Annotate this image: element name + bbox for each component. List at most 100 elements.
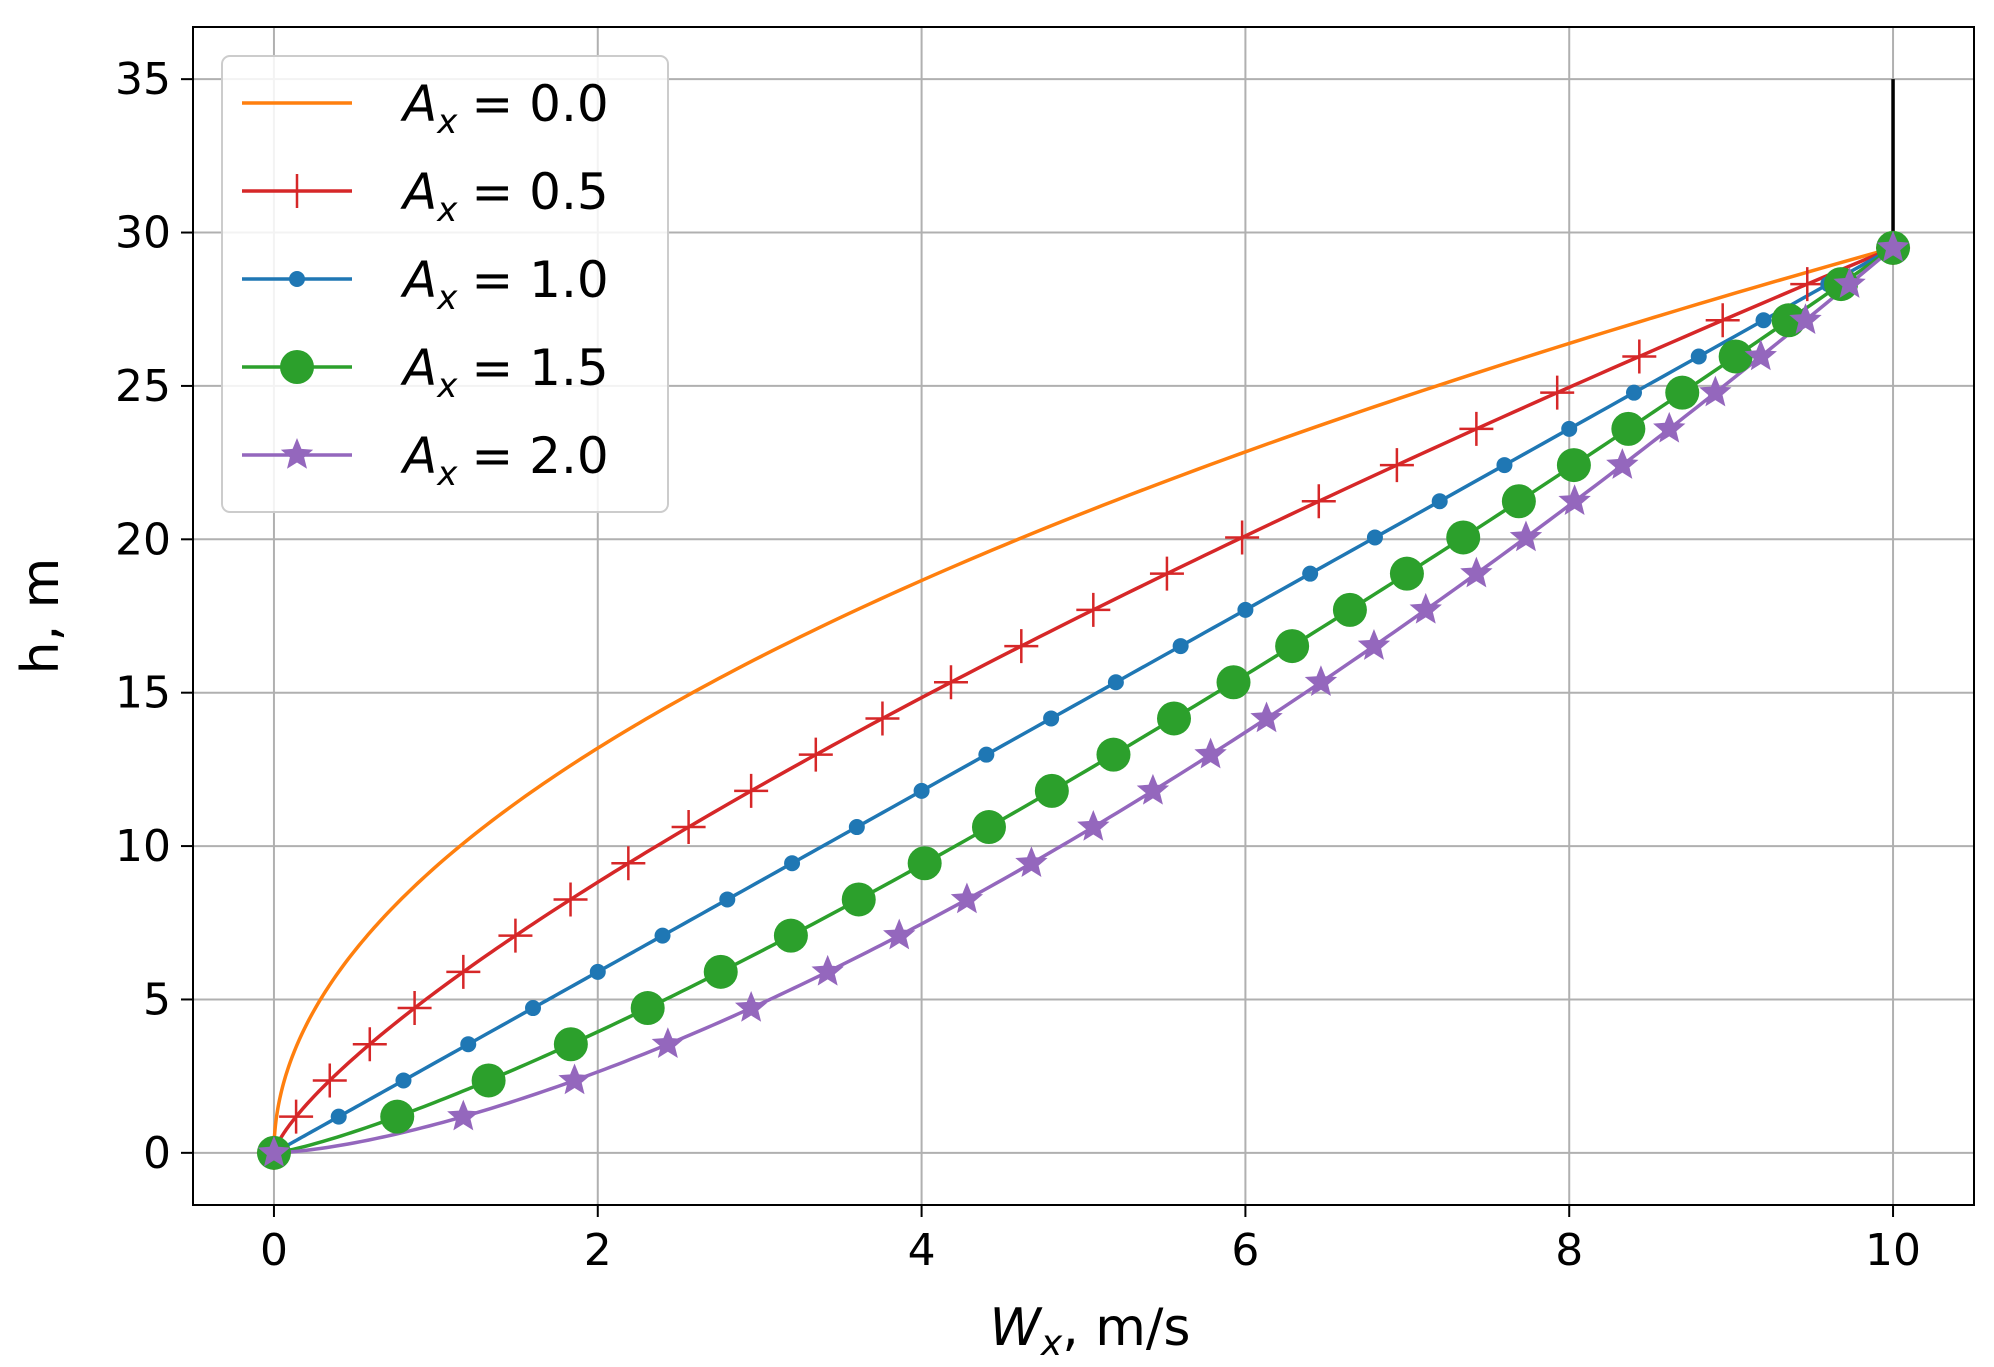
legend-label: Ax = 1.5 (400, 339, 609, 406)
data-point (1876, 230, 1910, 262)
data-point (1789, 303, 1822, 335)
x-axis-label: Wx, m/s (989, 1298, 1190, 1364)
data-point (279, 1099, 314, 1134)
y-tick-label: 5 (143, 974, 171, 1025)
data-point (1076, 592, 1111, 627)
legend-entry: Ax = 0.0 (242, 75, 609, 142)
y-tick-label: 10 (115, 821, 171, 872)
data-point (1004, 629, 1039, 664)
data-point (811, 954, 844, 986)
data-point (1459, 411, 1494, 446)
data-point (589, 963, 606, 980)
data-point (784, 855, 801, 872)
legend-label: Ax = 0.0 (400, 75, 609, 142)
x-tick-label: 4 (908, 1225, 936, 1276)
data-point (1389, 556, 1424, 591)
data-point (1379, 448, 1414, 483)
data-point (1558, 484, 1591, 516)
plot-area-frame (192, 26, 1975, 1206)
data-point (883, 918, 916, 950)
legend: Ax = 0.0 Ax = 0.5 Ax = 1.0 Ax = 1.5 Ax = 2.0 (221, 55, 669, 513)
data-point (1409, 592, 1442, 624)
data-point (630, 991, 665, 1026)
data-point (397, 991, 432, 1026)
data-point (1304, 665, 1338, 697)
data-point (1275, 629, 1310, 664)
legend-marker (280, 174, 314, 208)
x-tick-label: 8 (1555, 1225, 1583, 1276)
data-point (1034, 773, 1069, 808)
data-point (703, 954, 738, 989)
data-point (1149, 556, 1184, 591)
data-point (1833, 267, 1866, 298)
data-point (1699, 375, 1732, 407)
data-point (352, 1027, 387, 1062)
data-point (1606, 448, 1639, 479)
data-point (1237, 601, 1254, 618)
data-point (1216, 665, 1251, 700)
x-tick-label: 0 (260, 1225, 288, 1276)
data-point (1622, 339, 1657, 374)
legend-entry: Ax = 0.5 (242, 163, 609, 230)
data-point (1302, 565, 1319, 582)
legend-label: Ax = 2.0 (400, 427, 609, 494)
legend-label: Ax = 0.5 (400, 163, 609, 230)
data-point (671, 810, 706, 845)
legend-marker (280, 438, 314, 469)
data-point (1077, 810, 1110, 841)
data-point (553, 1027, 588, 1062)
series-line (272, 246, 1894, 1155)
data-point (1561, 420, 1578, 437)
data-point (734, 991, 768, 1022)
data-point (312, 1063, 347, 1098)
data-point (446, 954, 481, 989)
data-point (1156, 701, 1191, 736)
data-point (1431, 493, 1448, 510)
data-point (1225, 520, 1260, 555)
data-point (498, 918, 533, 953)
legend-entry: Ax = 1.0 (242, 251, 609, 318)
data-point (471, 1063, 506, 1098)
x-tick-label: 10 (1865, 1225, 1921, 1276)
data-point (1653, 411, 1686, 443)
legend-entry: Ax = 2.0 (242, 427, 609, 494)
data-point (1556, 448, 1591, 483)
data-point (950, 882, 984, 914)
data-point (380, 1099, 415, 1134)
data-point (1744, 339, 1777, 371)
data-point (1501, 484, 1536, 519)
x-tick-label: 2 (584, 1225, 612, 1276)
y-axis-label: h, m (11, 558, 71, 675)
data-point (1194, 737, 1227, 769)
data-point (1446, 520, 1481, 555)
legend-entry: Ax = 1.5 (242, 339, 609, 406)
legend-marker (289, 271, 305, 287)
data-point (651, 1027, 685, 1059)
data-point (558, 1063, 591, 1095)
data-point (907, 846, 942, 881)
data-point (1790, 267, 1825, 302)
data-point (1172, 638, 1189, 655)
data-point (719, 891, 736, 908)
data-point (1509, 520, 1543, 552)
data-point (865, 701, 900, 736)
data-point (1301, 484, 1336, 519)
data-point (913, 782, 930, 799)
series-markers (256, 230, 1911, 1170)
data-point (1460, 556, 1493, 588)
data-point (1496, 457, 1513, 474)
data-point (1690, 348, 1707, 365)
y-tick-label: 35 (115, 54, 171, 105)
y-tick-label: 30 (115, 208, 171, 259)
data-point (460, 1036, 477, 1053)
data-point (978, 746, 995, 763)
data-point (447, 1099, 480, 1131)
data-point (933, 665, 968, 700)
data-point (841, 882, 876, 917)
data-point (1705, 303, 1740, 338)
data-point (798, 737, 833, 772)
data-point (848, 819, 865, 836)
data-point (1015, 846, 1048, 878)
data-point (1611, 411, 1646, 446)
